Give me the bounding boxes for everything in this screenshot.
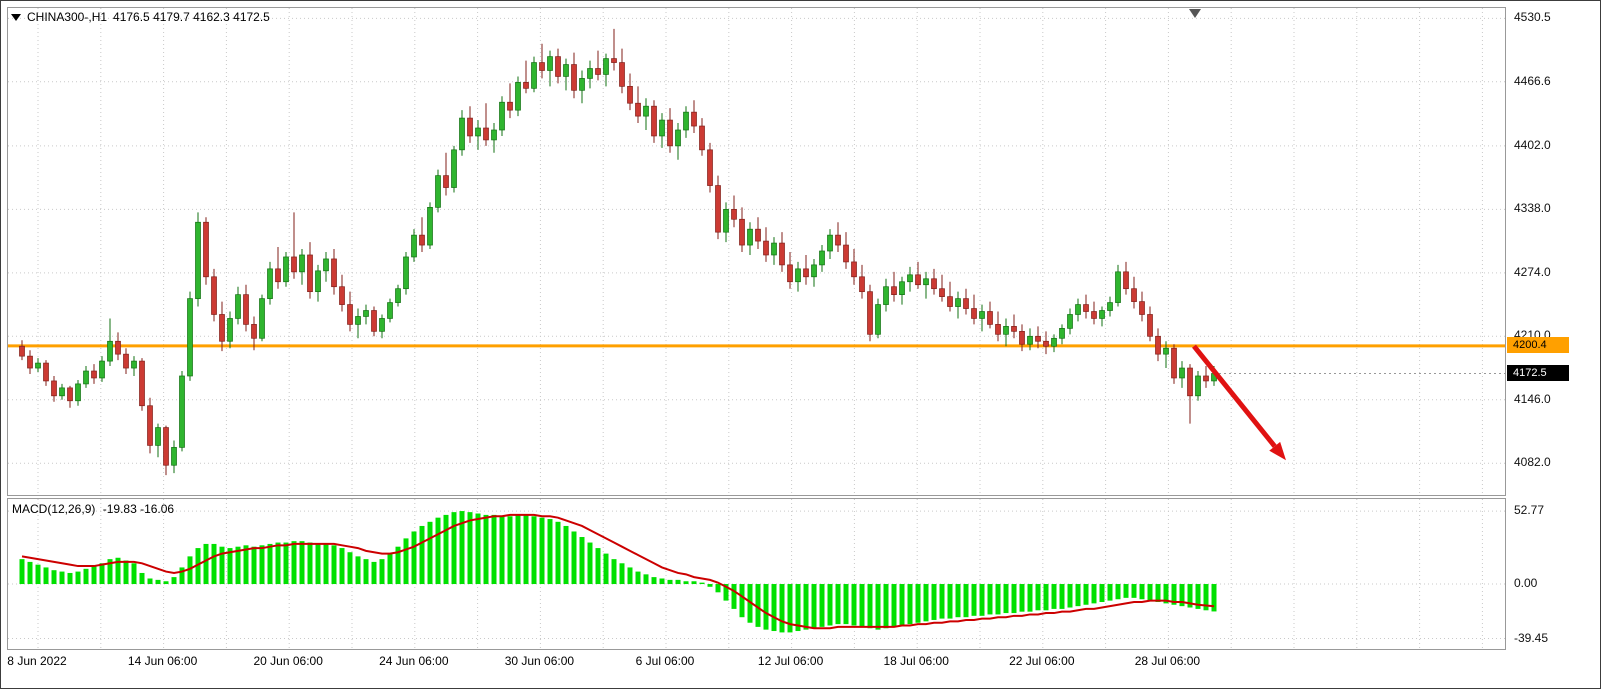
macd-axis-tick: -39.45: [1514, 631, 1549, 645]
last-price-badge: 4172.5: [1507, 365, 1569, 381]
time-axis-tick: 22 Jul 06:00: [1009, 654, 1075, 668]
candlestick-series: [19, 28, 1217, 476]
macd-panel[interactable]: [7, 498, 1506, 650]
time-axis: 8 Jun 2022 14 Jun 06:00 20 Jun 06:00 24 Jun…: [7, 654, 1506, 674]
macd-indicator-label: MACD(12,26,9) -19.83 -16.06: [12, 502, 178, 516]
time-axis-tick: 28 Jul 06:00: [1134, 654, 1201, 668]
time-axis-tick: 8 Jun 2022: [7, 654, 67, 668]
price-gridlines: [8, 8, 1505, 495]
price-axis-tick: 4274.0: [1514, 265, 1551, 279]
trend-arrow-annotation: [1192, 344, 1286, 461]
price-axis-tick: 4146.0: [1514, 392, 1551, 406]
price-chart-canvas[interactable]: [8, 8, 1505, 495]
macd-axis-tick: 0.00: [1514, 576, 1538, 590]
chart-title: CHINA300-,H1 4176.5 4179.7 4162.3 4172.5: [11, 10, 270, 24]
macd-name: MACD(12,26,9): [12, 502, 96, 516]
time-axis-tick: 6 Jul 06:00: [635, 654, 695, 668]
price-axis-tick: 4338.0: [1514, 201, 1551, 215]
price-axis-tick: 4466.6: [1514, 74, 1551, 88]
macd-signal-line: [21, 513, 1215, 630]
time-axis-tick: 14 Jun 06:00: [127, 654, 198, 668]
macd-chart-canvas[interactable]: [8, 499, 1505, 649]
price-axis-tick: 4530.5: [1514, 10, 1551, 24]
time-axis-tick: 24 Jun 06:00: [379, 654, 449, 668]
time-axis-tick: 30 Jun 06:00: [504, 654, 575, 668]
time-axis-tick: 20 Jun 06:00: [253, 654, 323, 668]
ohlc-values: 4176.5 4179.7 4162.3 4172.5: [113, 10, 270, 24]
macd-histogram: [19, 511, 1217, 633]
symbol-period-label: CHINA300-,H1: [27, 10, 108, 24]
time-axis-tick: 18 Jul 06:00: [883, 654, 949, 668]
price-panel[interactable]: [7, 7, 1506, 496]
time-axis-tick: 12 Jul 06:00: [757, 654, 824, 668]
chart-shift-marker[interactable]: [1189, 9, 1201, 18]
hline-price-badge: 4200.4: [1507, 337, 1569, 353]
price-axis-tick: 4402.0: [1514, 138, 1551, 152]
macd-axis-tick: 52.77: [1514, 503, 1545, 517]
price-axis-tick: 4082.0: [1514, 455, 1551, 469]
macd-current-values: -19.83 -16.06: [102, 502, 175, 516]
triangle-down-icon: [11, 13, 21, 21]
